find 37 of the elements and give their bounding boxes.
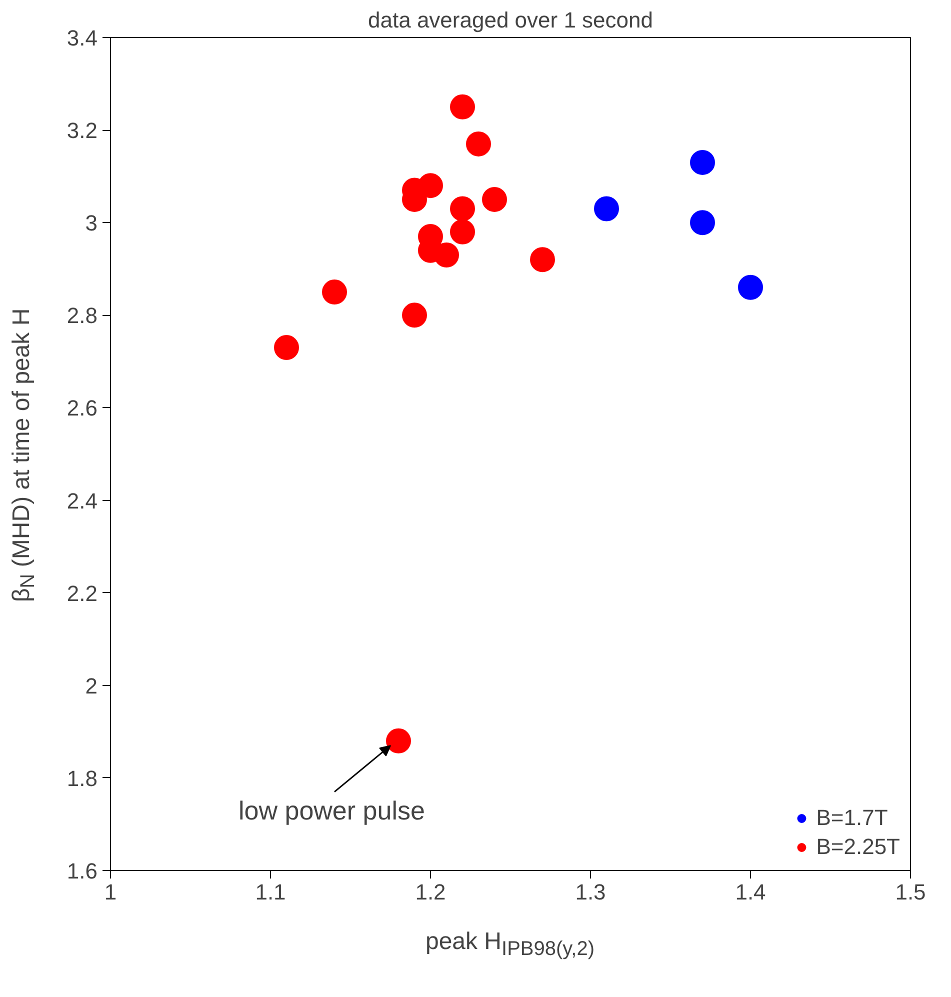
point — [738, 274, 763, 300]
y-tick-label: 3.2 — [66, 118, 98, 144]
x-tick-label: 1.1 — [255, 880, 286, 904]
y-tick-label: 1.8 — [66, 766, 98, 791]
legend-label: B=1.7T — [816, 805, 888, 831]
x-tick-label: 1.2 — [415, 880, 446, 904]
x-tick-label: 1.4 — [735, 880, 766, 904]
point — [482, 186, 507, 212]
y-tick-label: 3 — [85, 210, 98, 236]
point — [450, 196, 475, 222]
point — [322, 280, 347, 305]
point — [434, 242, 459, 268]
x-axis-title: peak H$_{IPB98(y,2)}$ — [425, 927, 595, 962]
point — [690, 210, 715, 236]
y-tick-label: 2.6 — [66, 396, 98, 421]
y-tick-label: 3.4 — [66, 26, 98, 50]
point — [690, 150, 715, 175]
x-tick-label: 1 — [104, 880, 117, 904]
point — [450, 219, 475, 244]
y-tick-label: 2.2 — [66, 580, 98, 606]
y-tick-label: 2.4 — [66, 488, 98, 514]
point — [418, 173, 443, 198]
chart-title: data averaged over 1 second — [368, 8, 653, 32]
y-tick-label: 2.8 — [66, 303, 98, 328]
point — [386, 728, 411, 754]
legend-label: B=2.25T — [816, 834, 900, 860]
point — [594, 196, 619, 222]
x-tick-label: 1.3 — [575, 880, 606, 904]
point — [274, 335, 299, 360]
point — [466, 131, 491, 156]
point — [402, 302, 427, 328]
y-tick-label: 2 — [85, 673, 98, 698]
annotation: low power pulse — [238, 795, 425, 826]
y-tick-label: 1.6 — [66, 858, 98, 884]
point — [450, 94, 475, 120]
x-tick-label: 1.5 — [895, 880, 926, 904]
point — [530, 247, 555, 272]
